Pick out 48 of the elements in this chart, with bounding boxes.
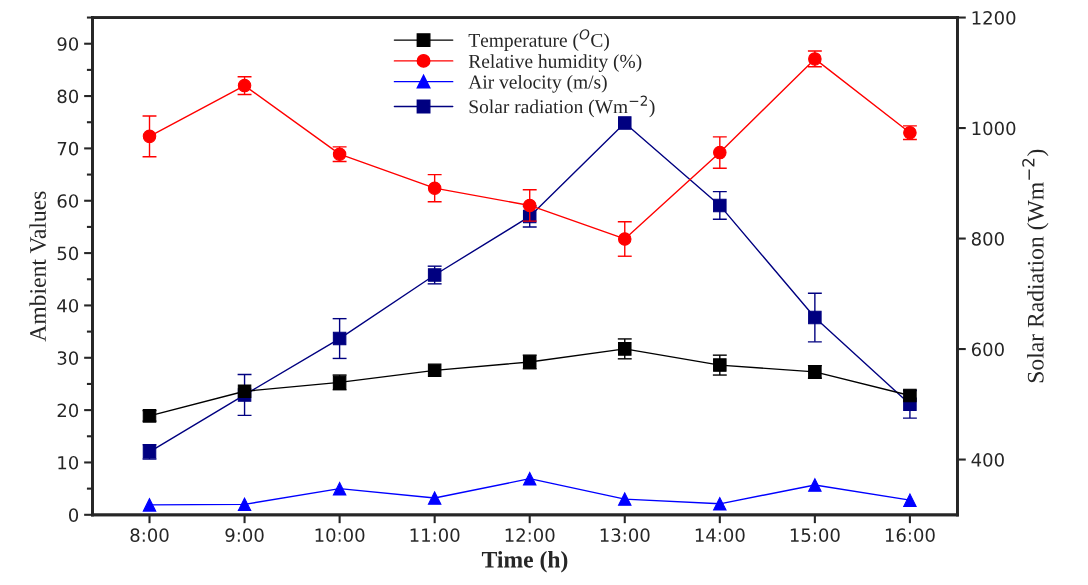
point [427, 363, 442, 378]
point [237, 384, 252, 399]
y-tick-label: 50 [57, 246, 79, 261]
legend-label: Relative humidity (%) [468, 54, 642, 72]
point [617, 342, 632, 356]
y2-tick-label: 800 [971, 232, 1004, 246]
point [522, 471, 537, 486]
point [142, 129, 157, 144]
point [713, 358, 727, 372]
x-tick-label: 8:00 [130, 528, 169, 542]
y-axis-title: Ambient Values [29, 191, 47, 342]
legend-label: Temperature ($^{O}$C) [468, 29, 609, 51]
y2-tick-label: 600 [971, 342, 1004, 357]
y2-tick-label: 1000 [972, 121, 1016, 136]
point [237, 497, 252, 512]
y-tick-label: 80 [57, 89, 79, 104]
point [903, 388, 917, 403]
y-tick-label: 20 [57, 403, 79, 418]
y2-tick-label: 400 [971, 453, 1004, 467]
x-tick-label: 11:00 [410, 528, 460, 542]
x-tick-label: 14:00 [695, 528, 745, 542]
legend-label: Solar radiation (Wm$^{−2}$) [469, 95, 655, 118]
point [713, 497, 727, 511]
y2-axis-title: Solar Radiation (Wm$^{−2}$) [1022, 149, 1049, 383]
point [617, 492, 632, 506]
y-tick-label: 40 [57, 298, 79, 313]
y-tick-label: 70 [57, 141, 79, 156]
x-tick-label: 16:00 [885, 528, 935, 542]
x-tick-label: 10:00 [315, 528, 365, 542]
y-tick-label: 60 [57, 194, 79, 208]
point [427, 491, 442, 505]
point [617, 116, 632, 130]
y-tick-label: 30 [57, 351, 79, 365]
x-tick-label: 9:00 [225, 528, 264, 542]
x-tick-label: 12:00 [505, 528, 555, 542]
x-tick-label: 13:00 [600, 528, 650, 542]
y-tick-label: 90 [57, 37, 79, 51]
y-tick-label: 0 [68, 508, 79, 522]
point [522, 198, 537, 213]
x-axis-title: Time (h) [481, 551, 568, 573]
point [903, 493, 917, 507]
point [142, 498, 157, 512]
point [332, 481, 347, 496]
point [808, 478, 822, 492]
y2-tick-label: 1200 [972, 11, 1016, 25]
legend-label: Air velocity (m/s) [468, 74, 607, 93]
y-tick-label: 10 [58, 455, 79, 470]
x-tick-label: 15:00 [790, 528, 840, 542]
